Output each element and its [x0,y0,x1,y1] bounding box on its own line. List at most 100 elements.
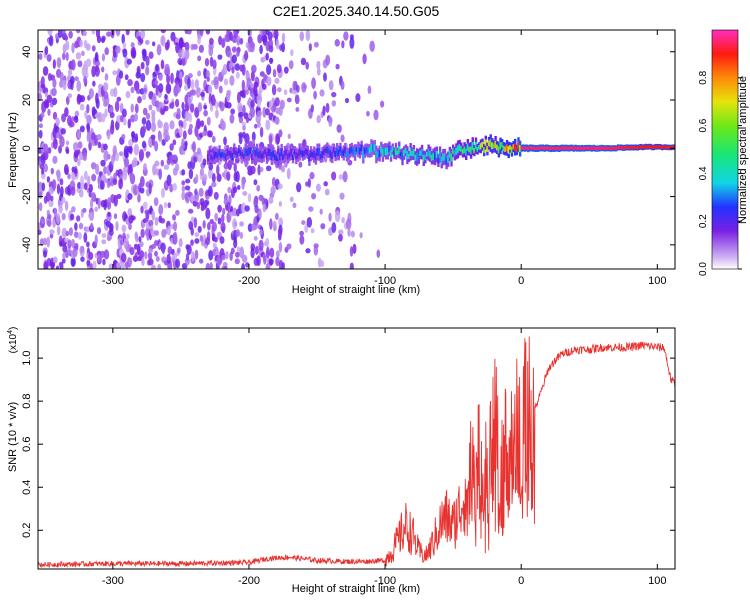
spectrogram-noise-cell [103,249,110,260]
spectrogram-ridge-core [327,148,331,155]
spectrogram-noise-cell [64,107,69,117]
spectrogram-noise-cell [151,209,156,221]
spectrogram-noise-cell [270,186,276,195]
spectrogram-noise-cell [257,120,261,128]
spectrogram-noise-cell [320,223,326,230]
spectrogram-noise-cell [226,171,231,181]
spectrogram-noise-cell [292,80,297,91]
spectrogram-noise-cell [132,157,138,167]
spectrogram-ridge-core [584,146,587,150]
spectrogram-noise-cell [38,129,43,139]
spectrogram-noise-cell [259,44,263,55]
spectrogram-ridge-core [239,150,243,156]
spectrogram-noise-cell [90,191,96,201]
spectrogram-noise-cell [188,112,193,123]
spectrogram-noise-cell [190,79,195,91]
spectrogram-noise-cell [352,243,357,255]
spectrogram-ridge-core [479,143,483,150]
spectrogram-ridge-core [592,146,595,150]
spectrogram-noise-cell [181,169,186,176]
spectrogram-noise-cell [121,133,126,140]
spectrogram-ridge-core [290,148,293,156]
spectrogram-frame [37,29,676,270]
spectrogram-noise-cell [267,31,273,41]
spectrogram-noise-cell [211,221,218,232]
spectrogram-ridge-core [615,146,618,150]
spectrogram-ridge-core [384,147,388,156]
spectrogram-noise-layer [38,30,387,269]
spectrogram-ridge-core [420,148,424,156]
spectrogram-noise-cell [49,229,55,235]
spectrogram-noise-cell [236,246,241,252]
spectrogram-noise-cell [56,225,61,236]
spectrogram-noise-cell [51,87,57,97]
spectrogram-noise-cell [94,234,98,246]
spectrogram-noise-cell [221,213,225,223]
spectrogram-noise-cell [45,191,51,202]
spectrogram-ridge-core [545,146,548,150]
snr-x-tick-label: 100 [648,575,666,587]
spectrogram-noise-cell [71,42,75,54]
spectrogram-ridge-core [360,144,363,152]
spectrogram-noise-cell [134,133,139,142]
spectrogram-ridge-core [527,147,530,151]
spectrogram-noise-cell [47,30,53,36]
spectrogram-noise-cell [202,220,206,229]
spectrogram-ridge-core [629,145,633,150]
spectrogram-noise-cell [140,30,146,40]
spectrogram-noise-cell [278,241,283,253]
spectrogram-ridge-core [339,146,342,153]
spectrogram-ridge-core [491,142,494,150]
spectrogram-noise-cell [283,66,289,74]
spectrogram-ridge-core [416,153,419,161]
spectrogram-noise-cell [232,218,237,230]
spectrogram-noise-cell [247,30,252,38]
spectrogram-ridge-core [572,146,576,151]
spectrogram-noise-cell [262,106,267,118]
spectrogram-noise-cell [194,79,200,89]
spectrogram-noise-cell [166,73,171,85]
spectrogram-noise-cell [150,264,156,269]
spectrogram-noise-cell [167,202,171,209]
spectrogram-ridge-core [543,146,546,151]
spectrogram-noise-cell [121,33,126,45]
spectrogram-ridge-core [282,154,285,160]
spectrogram-noise-cell [128,257,133,266]
spectrogram-noise-cell [81,50,85,57]
spectrogram-noise-cell [46,219,52,227]
spectrogram-noise-cell [161,188,165,199]
spectrogram-ridge-core [380,145,383,153]
spectrogram-noise-cell [106,130,111,137]
spectrogram-noise-cell [135,232,139,243]
spectrogram-noise-cell [275,38,280,50]
spectrogram-noise-cell [163,164,170,170]
spectrogram-ridge-core [440,156,443,164]
spectrogram-noise-cell [116,96,122,102]
spectrogram-noise-cell [259,71,265,77]
spectrogram-noise-cell [244,205,250,212]
spectrogram-noise-cell [84,110,88,119]
spectrogram-ridge-core [646,145,649,149]
spectrogram-ridge-core [528,146,532,150]
spectrogram-noise-cell [277,87,282,93]
spectrogram-noise-cell [125,91,131,99]
spectrogram-noise-cell [222,261,228,268]
spectrogram-noise-cell [241,64,246,76]
spectrogram-noise-cell [291,89,298,95]
spectrogram-noise-cell [342,170,348,183]
spectrogram-noise-cell [126,233,130,240]
spectrogram-noise-cell [286,243,292,250]
spectrogram-x-tick-label: 100 [648,275,666,287]
spectrogram-noise-cell [52,155,58,164]
spectrogram-noise-cell [241,121,247,127]
spectrogram-noise-cell [271,84,277,96]
spectrogram-ridge-core [233,147,236,155]
colorbar-tick-label: 0.0 [698,262,709,276]
spectrogram-noise-cell [95,61,101,67]
spectrogram-noise-cell [42,66,49,76]
spectrogram-ridge-core [391,146,394,152]
spectrogram-ridge-core [460,146,463,152]
spectrogram-noise-cell [80,175,84,187]
spectrogram-ridge-core [332,147,336,154]
spectrogram-ridge-core [247,147,251,156]
